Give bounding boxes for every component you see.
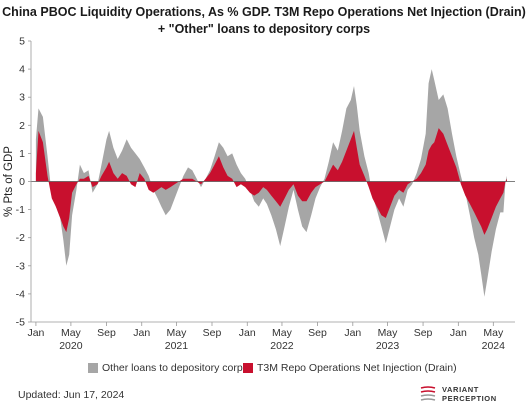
axes-group: 5 4 3 2 1 0 -1 -2 -3 -4 -5 % Pts of GDP Jan May Sep Jan… [3, 36, 515, 352]
y-tick-label: -1 [16, 204, 25, 216]
legend-label-other-loans: Other loans to depository corps [102, 362, 248, 374]
x-tick-label: May [167, 327, 188, 339]
x-year-label: 2024 [482, 340, 506, 352]
legend-label-repo: T3M Repo Operations Net Injection (Drain… [257, 362, 457, 374]
updated-date: Updated: Jun 17, 2024 [18, 389, 125, 401]
legend-item-repo: T3M Repo Operations Net Injection (Drain… [243, 362, 457, 374]
y-axis-title: % Pts of GDP [3, 146, 15, 217]
chart-title: China PBOC Liquidity Operations, As % GD… [2, 5, 526, 36]
x-tick-label: Jan [450, 327, 467, 339]
x-year-label: 2021 [165, 340, 189, 352]
x-tick-label: May [272, 327, 293, 339]
y-tick-label: -4 [16, 288, 25, 300]
x-tick-label: Sep [308, 327, 327, 339]
x-tick-label: May [483, 327, 504, 339]
logo-mark-icon [420, 386, 436, 401]
x-tick-label: Sep [414, 327, 433, 339]
y-tick-label: 5 [19, 36, 25, 48]
x-year-label: 2022 [270, 340, 294, 352]
legend-swatch-other-loans [88, 363, 98, 373]
y-tick-label: -5 [16, 317, 25, 329]
x-tick-label: Jan [133, 327, 150, 339]
y-tick-label: 3 [19, 92, 25, 104]
x-tick-label: Jan [344, 327, 361, 339]
x-tick-label: May [378, 327, 399, 339]
y-tick-label: -2 [16, 232, 25, 244]
logo-line-1: VARIANT [442, 385, 479, 394]
y-tick-label: 4 [19, 64, 25, 76]
x-tick-label: Sep [203, 327, 222, 339]
x-tick-label: Jan [27, 327, 44, 339]
x-year-label: 2023 [376, 340, 400, 352]
logo-line-2: PERCEPTION [442, 394, 497, 403]
logo-text: VARIANT PERCEPTION [442, 385, 497, 403]
variant-perception-logo: VARIANT PERCEPTION [418, 384, 497, 404]
x-tick-label: Sep [97, 327, 116, 339]
y-tick-label: 1 [19, 148, 25, 160]
y-tick-label: 2 [19, 120, 25, 132]
legend-item-other-loans: Other loans to depository corps [88, 362, 248, 374]
legend-swatch-repo [243, 363, 253, 373]
x-tick-label: Jan [239, 327, 256, 339]
y-tick-label: -3 [16, 260, 25, 272]
y-tick-label: 0 [19, 176, 25, 188]
x-tick-label: May [61, 327, 82, 339]
area-series-group [35, 69, 507, 297]
x-year-label: 2020 [59, 340, 83, 352]
